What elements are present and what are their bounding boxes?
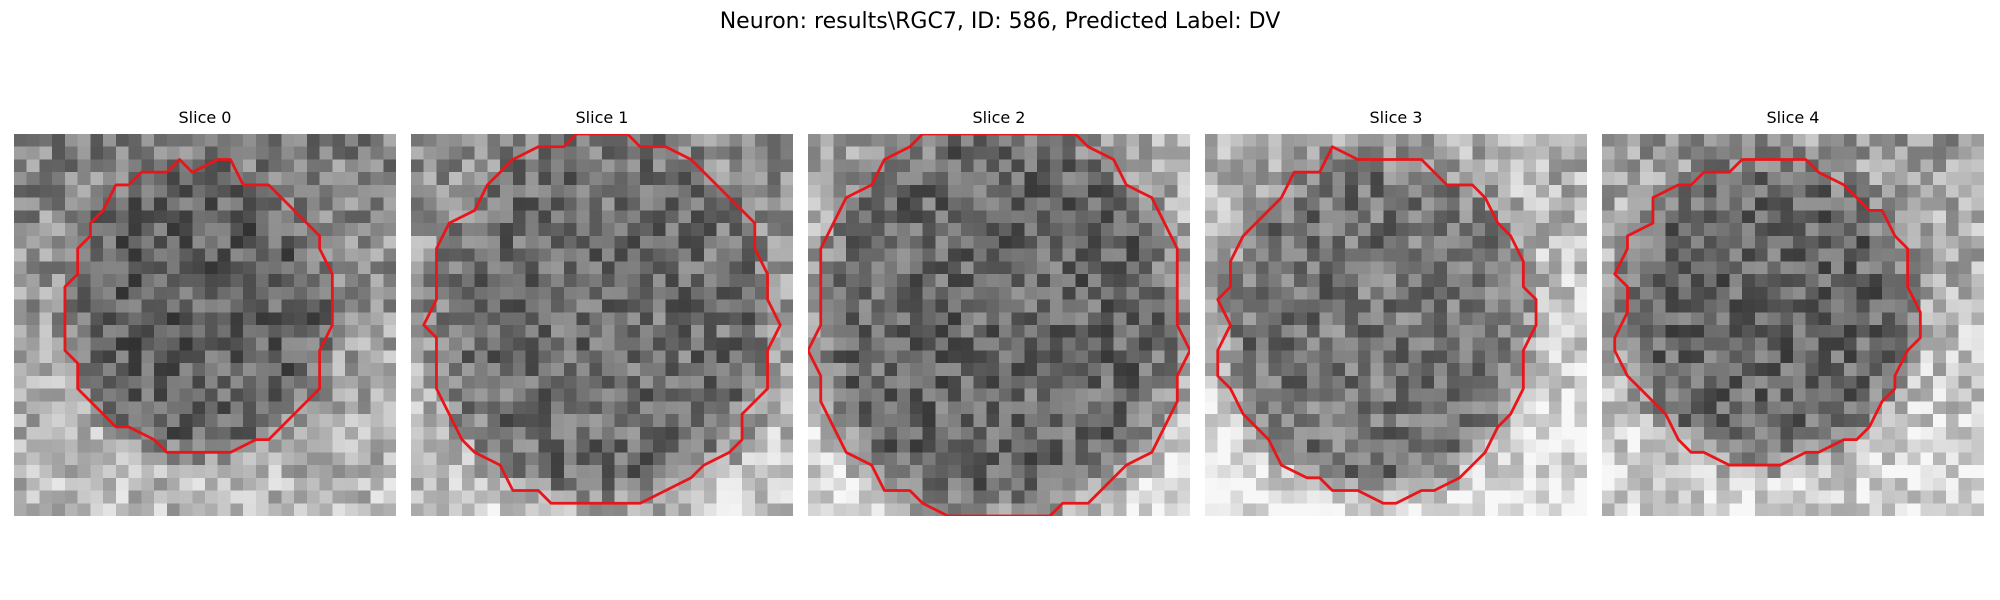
slice-title-2: Slice 2 [972,108,1026,127]
slice-title-1: Slice 1 [575,108,629,127]
slice-panel-4: Slice 4 [1602,108,1984,516]
slice-image-0 [14,134,396,516]
slice-image-4 [1602,134,1984,516]
slice-image-2 [808,134,1190,516]
slice-title-3: Slice 3 [1369,108,1423,127]
slice-contour-2 [808,134,1190,516]
slice-contour-1 [422,134,782,505]
slice-contour-0 [63,158,334,454]
slice-title-0: Slice 0 [178,108,232,127]
slice-panel-3: Slice 3 [1205,108,1587,516]
slice-pixels-3 [1205,134,1587,516]
slice-contour-4 [1613,158,1922,467]
slice-pixels-2 [808,134,1190,516]
slice-image-1 [411,134,793,516]
slice-pixels-1 [411,134,793,516]
slice-panel-1: Slice 1 [411,108,793,516]
slice-image-3 [1205,134,1587,516]
slice-contour-3 [1216,145,1538,505]
figure-title: Neuron: results\RGC7, ID: 586, Predicted… [719,9,1281,34]
slice-panel-2: Slice 2 [808,108,1190,516]
slice-panel-0: Slice 0 [14,108,396,516]
slice-title-4: Slice 4 [1766,108,1820,127]
slice-pixels-4 [1602,134,1984,516]
slice-pixels-0 [14,134,396,516]
